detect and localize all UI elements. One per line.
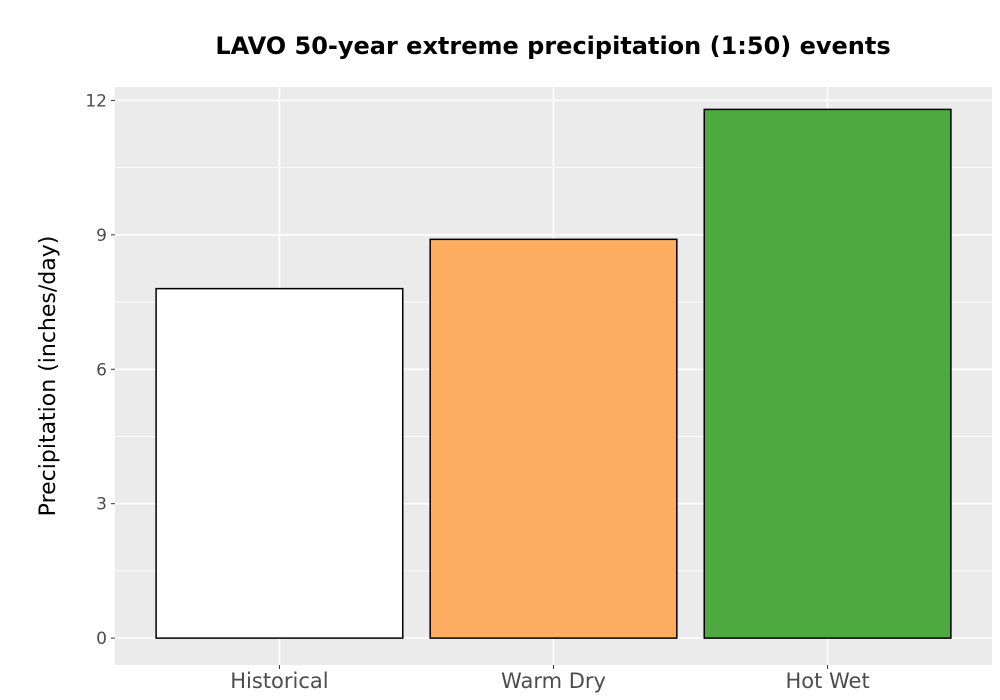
x-tick-label: Warm Dry xyxy=(501,669,606,693)
y-tick-label: 12 xyxy=(85,91,107,111)
y-tick-label: 0 xyxy=(96,629,107,649)
bar-warm-dry xyxy=(429,238,678,639)
y-axis: 0 3 6 9 12 xyxy=(85,91,115,649)
chart-title: LAVO 50-year extreme precipitation (1:50… xyxy=(215,32,890,60)
y-tick-label: 3 xyxy=(96,495,107,515)
bar-hot-wet xyxy=(703,108,952,639)
bars xyxy=(155,108,952,639)
y-axis-title: Precipitation (inches/day) xyxy=(36,236,61,517)
y-tick-label: 9 xyxy=(96,226,107,246)
x-axis: Historical Warm Dry Hot Wet xyxy=(230,665,870,693)
y-tick-label: 6 xyxy=(96,360,107,380)
x-tick-label: Historical xyxy=(230,669,328,693)
x-tick-label: Hot Wet xyxy=(785,669,869,693)
bar-historical xyxy=(155,287,404,639)
